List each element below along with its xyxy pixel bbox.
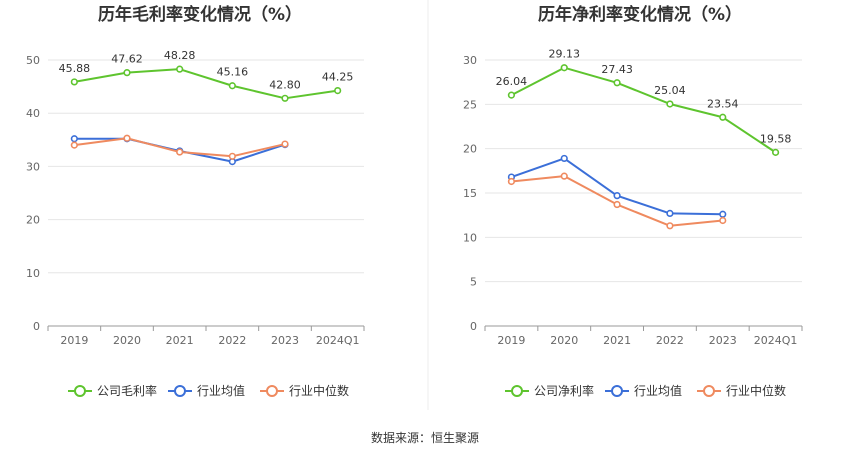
chart1-x-tick-label: 2019 bbox=[60, 334, 88, 347]
chart2-x-tick-label: 2019 bbox=[497, 334, 525, 347]
chart1-data-point bbox=[176, 148, 184, 156]
chart1-data-point bbox=[228, 152, 236, 160]
chart2-data-point bbox=[613, 192, 621, 200]
chart1-data-label: 44.25 bbox=[322, 71, 354, 84]
chart2-legend-label: 行业均值 bbox=[634, 383, 682, 398]
chart1-data-label: 45.88 bbox=[59, 62, 91, 75]
chart1-legend-swatch-marker bbox=[266, 385, 278, 397]
chart1-data-point bbox=[228, 82, 236, 90]
chart2-data-point bbox=[719, 210, 727, 218]
chart1-data-point bbox=[176, 65, 184, 73]
chart2-data-point bbox=[613, 200, 621, 209]
chart2-data-label: 25.04 bbox=[654, 84, 686, 97]
chart2-y-tick-label: 15 bbox=[463, 187, 477, 200]
chart2-data-point bbox=[719, 113, 727, 121]
chart2-legend-label: 行业中位数 bbox=[726, 383, 786, 398]
chart2-data-label: 19.58 bbox=[760, 132, 792, 145]
chart2-x-tick-label: 2022 bbox=[656, 334, 684, 347]
chart1-y-tick-label: 50 bbox=[26, 54, 40, 67]
chart2-data-point bbox=[771, 148, 780, 156]
chart1-x-tick-label: 2020 bbox=[113, 334, 141, 347]
chart2-legend-label: 公司净利率 bbox=[534, 383, 594, 398]
chart1-data-label: 48.28 bbox=[164, 49, 196, 62]
chart1-legend-swatch-marker bbox=[74, 385, 86, 397]
chart2-y-tick-label: 25 bbox=[463, 98, 477, 111]
chart2-x-tick-label: 2020 bbox=[550, 334, 578, 347]
chart1-data-point bbox=[123, 134, 131, 142]
chart2-y-tick-label: 30 bbox=[463, 54, 477, 67]
chart1-x-tick-label: 2021 bbox=[166, 334, 194, 347]
chart1-data-point bbox=[123, 69, 131, 77]
chart2-x-tick-label: 2024Q1 bbox=[754, 334, 798, 347]
chart1-data-label: 45.16 bbox=[217, 66, 249, 79]
chart2-data-point bbox=[666, 100, 674, 108]
chart1-data-point bbox=[281, 94, 289, 102]
chart1-data-point bbox=[70, 141, 78, 149]
chart1-legend-label: 公司毛利率 bbox=[97, 383, 157, 398]
chart1-data-label: 47.62 bbox=[111, 53, 143, 66]
chart2-legend-swatch-marker bbox=[611, 385, 623, 397]
chart1-legend-swatch-marker bbox=[174, 385, 186, 397]
chart1-legend-label: 行业均值 bbox=[197, 383, 245, 398]
chart1-data-point bbox=[334, 86, 342, 95]
chart1-x-tick-label: 2023 bbox=[271, 334, 299, 347]
chart2-data-label: 26.04 bbox=[496, 75, 528, 88]
chart2-x-tick-label: 2023 bbox=[709, 334, 737, 347]
chart2-title: 历年净利率变化情况（%） bbox=[538, 4, 742, 25]
chart1-x-tick-label: 2022 bbox=[218, 334, 246, 347]
chart2-series-line-0 bbox=[510, 66, 777, 154]
chart2-data-label: 27.43 bbox=[601, 63, 633, 76]
chart2-data-point bbox=[560, 64, 568, 72]
chart2-y-tick-label: 5 bbox=[470, 276, 477, 289]
chart2-data-point bbox=[666, 209, 674, 217]
chart1-y-tick-label: 30 bbox=[26, 160, 40, 173]
chart1-title: 历年毛利率变化情况（%） bbox=[98, 4, 302, 25]
chart2-data-point bbox=[719, 216, 727, 225]
chart1-x-tick-label: 2024Q1 bbox=[316, 334, 360, 347]
chart2-data-point bbox=[507, 177, 516, 186]
chart2-data-point bbox=[560, 172, 568, 180]
chart1-legend-label: 行业中位数 bbox=[289, 383, 349, 398]
chart1-y-tick-label: 0 bbox=[33, 320, 40, 333]
chart2-legend-swatch-marker bbox=[511, 385, 523, 397]
chart2-y-tick-label: 10 bbox=[463, 231, 477, 244]
chart1-series-line-0 bbox=[74, 68, 338, 100]
chart1-y-tick-label: 10 bbox=[26, 267, 40, 280]
chart2-data-label: 29.13 bbox=[549, 48, 581, 61]
chart1-data-point bbox=[70, 135, 78, 143]
chart1-data-point bbox=[281, 140, 289, 148]
chart2-y-tick-label: 0 bbox=[470, 320, 477, 333]
chart2-legend-swatch-marker bbox=[703, 385, 715, 397]
chart1-data-point bbox=[70, 78, 78, 86]
chart1-y-tick-label: 20 bbox=[26, 214, 40, 227]
chart2-data-point bbox=[666, 222, 674, 230]
chart2-y-tick-label: 20 bbox=[463, 143, 477, 156]
chart1-y-tick-label: 40 bbox=[26, 107, 40, 120]
chart2-data-label: 23.54 bbox=[707, 97, 739, 110]
chart2-data-point bbox=[507, 91, 516, 99]
source-text: 数据来源：恒生聚源 bbox=[371, 430, 479, 445]
chart2-x-tick-label: 2021 bbox=[603, 334, 631, 347]
chart1-data-label: 42.80 bbox=[269, 78, 301, 91]
chart2-data-point bbox=[560, 154, 568, 163]
chart2-data-point bbox=[613, 79, 621, 87]
